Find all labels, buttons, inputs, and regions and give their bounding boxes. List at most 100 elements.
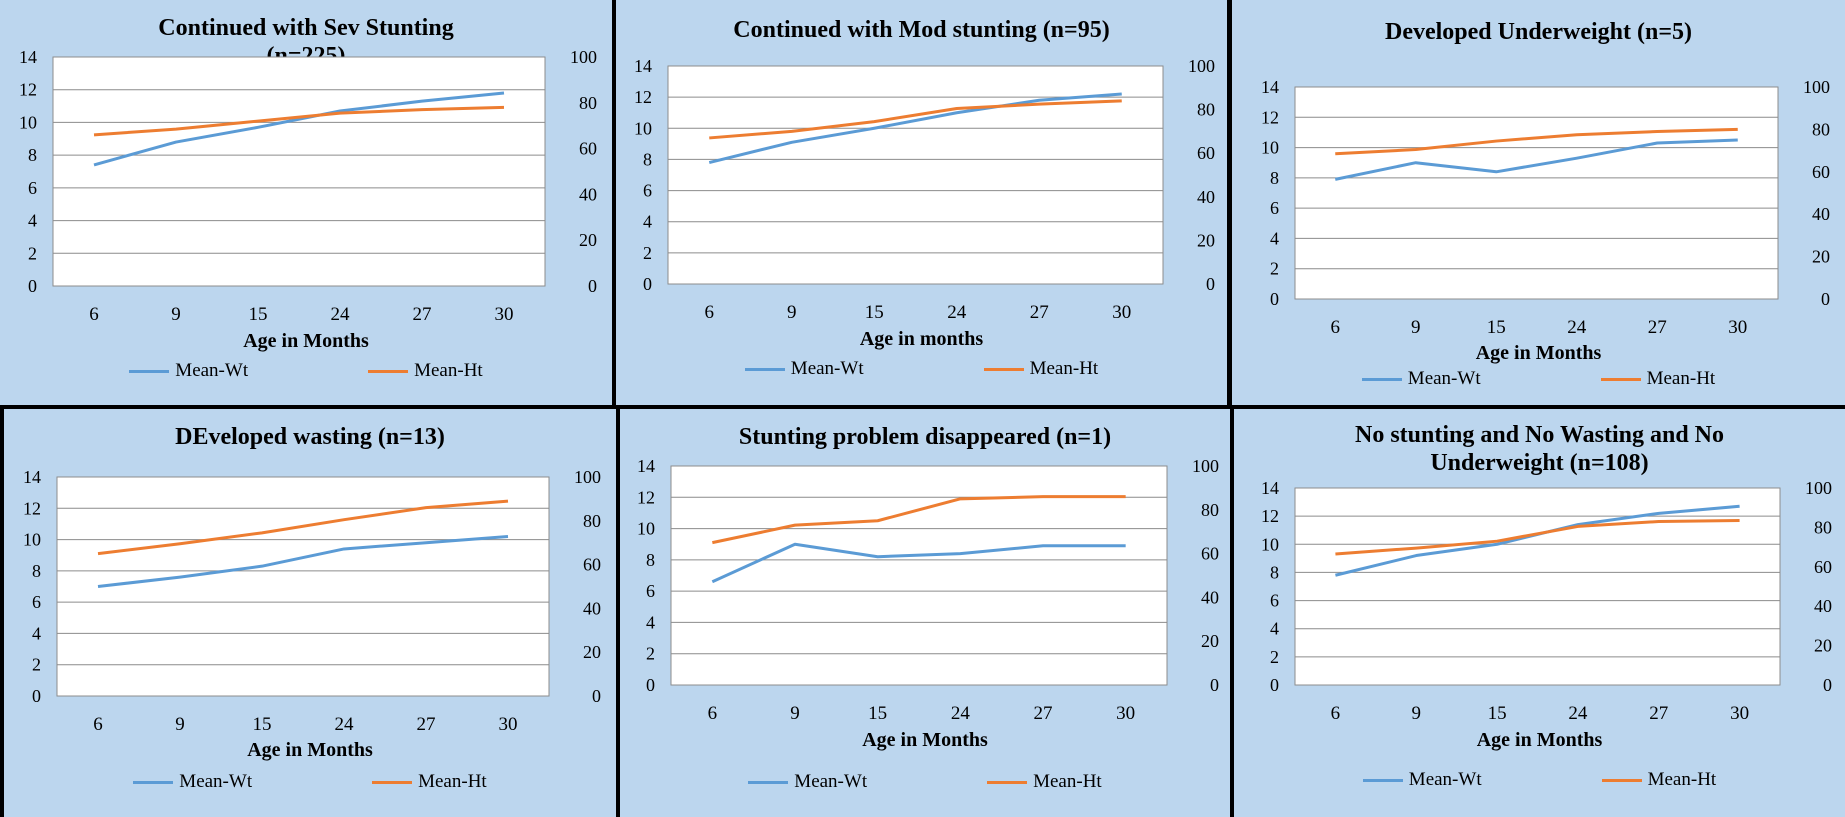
x-tick-label: 15: [868, 703, 887, 724]
y-left-tick-label: 0: [646, 675, 655, 695]
y-left-tick-label: 6: [646, 581, 655, 601]
y-right-tick-label: 60: [1812, 162, 1830, 182]
y-right-tick-label: 80: [1812, 119, 1830, 139]
x-tick-label: 27: [413, 304, 432, 325]
chart-panel-4: DEveloped wasting (n=13) 0 2 4 6 8 10 12 14 0 20 40…: [4, 409, 616, 817]
y-right-tick-label: 80: [579, 93, 597, 113]
x-tick-label: 15: [253, 714, 272, 735]
y-right-tick-label: 60: [579, 139, 597, 159]
x-tick-label: 24: [947, 302, 967, 323]
series-line-mean-ht: [93, 105, 505, 137]
x-tick-label: 30: [1728, 317, 1747, 338]
legend-swatch: [372, 780, 413, 784]
legend-item: Mean-Ht: [372, 771, 487, 793]
y-left-tick-label: 14: [637, 456, 655, 476]
legend: Mean-Wt Mean-Ht: [620, 771, 1230, 793]
y-left-tick-label: 12: [1261, 506, 1279, 526]
legend-label: Mean-Ht: [414, 360, 483, 381]
legend-swatch: [368, 369, 409, 373]
legend-item: Mean-Ht: [987, 771, 1102, 793]
x-tick-label: 9: [790, 703, 800, 724]
y-left-tick-label: 8: [32, 561, 41, 581]
y-left-tick-label: 12: [23, 498, 41, 518]
series-line-mean-ht: [709, 99, 1122, 140]
legend-swatch: [1361, 377, 1402, 381]
y-left-tick-label: 10: [19, 112, 37, 132]
y-left-tick-label: 10: [1261, 138, 1279, 158]
y-right-tick-label: 0: [1821, 289, 1830, 309]
y-right-tick-label: 0: [1206, 274, 1215, 294]
y-left-tick-label: 12: [637, 487, 655, 507]
plot-area: [1294, 86, 1779, 300]
y-left-tick-label: 6: [1270, 198, 1279, 218]
legend-label: Mean-Ht: [1646, 368, 1716, 389]
legend-label: Mean-Wt: [790, 358, 864, 379]
y-right-tick-label: 60: [1814, 557, 1832, 577]
y-left-tick-label: 6: [28, 178, 37, 198]
y-right-tick-label: 40: [579, 184, 597, 204]
x-axis-label: Age in Months: [1475, 342, 1602, 364]
plot-area: [667, 65, 1164, 285]
x-tick-label: 15: [1487, 317, 1506, 338]
y-left-tick-label: 0: [1270, 289, 1279, 309]
y-right-tick-label: 20: [1201, 631, 1219, 651]
x-tick-label: 30: [1112, 302, 1131, 323]
y-right-tick-label: 100: [574, 467, 601, 487]
y-left-tick-label: 0: [32, 686, 41, 706]
legend-item: Mean-Wt: [129, 360, 248, 382]
y-left-tick-label: 4: [32, 623, 41, 643]
x-tick-label: 9: [171, 304, 181, 325]
legend: Mean-Wt Mean-Ht: [616, 358, 1227, 380]
x-tick-label: 24: [331, 304, 351, 325]
y-right-tick-label: 0: [588, 276, 597, 296]
x-tick-label: 27: [1648, 317, 1667, 338]
legend-swatch: [983, 367, 1024, 371]
y-left-tick-label: 8: [643, 149, 652, 169]
legend-swatch: [1362, 778, 1403, 782]
y-right-tick-label: 40: [1814, 596, 1832, 616]
x-axis-label: Age in Months: [243, 330, 369, 352]
y-right-tick-label: 40: [1197, 187, 1215, 207]
y-left-tick-label: 4: [28, 211, 37, 231]
y-right-tick-label: 20: [1197, 230, 1215, 250]
y-left-tick-label: 14: [1261, 478, 1279, 498]
legend-swatch: [133, 780, 174, 784]
legend-label: Mean-Wt: [794, 771, 868, 792]
x-tick-label: 6: [93, 714, 103, 735]
legend-item: Mean-Ht: [1601, 769, 1716, 791]
chart-panel-5: Stunting problem disappeared (n=1) 0 2 4 6 8 1…: [620, 409, 1230, 817]
series-line-mean-ht: [97, 499, 509, 556]
chart-title: Continued with Mod stunting (n=95): [733, 17, 1110, 43]
legend-label: Mean-Ht: [1029, 358, 1099, 379]
x-tick-label: 15: [1488, 703, 1507, 724]
legend-item: Mean-Wt: [133, 771, 252, 793]
legend-item: Mean-Ht: [368, 360, 483, 382]
y-right-tick-label: 0: [1823, 675, 1832, 695]
y-left-tick-label: 0: [643, 274, 652, 294]
legend: Mean-Wt Mean-Ht: [1232, 368, 1845, 390]
legend-swatch: [1600, 377, 1641, 381]
y-left-tick-label: 12: [19, 80, 37, 100]
chart-panel-1: Continued with Sev Stunting (n=225) 0 2 4 6 8…: [0, 0, 612, 405]
y-left-tick-label: 4: [1270, 619, 1279, 639]
y-left-tick-label: 8: [28, 145, 37, 165]
x-tick-label: 27: [1034, 703, 1053, 724]
series-line-mean-wt: [97, 534, 509, 588]
x-tick-label: 6: [89, 304, 99, 325]
series-line-mean-wt: [1334, 138, 1738, 181]
x-axis-label: Age in months: [859, 328, 984, 350]
y-left-tick-label: 10: [637, 519, 655, 539]
x-axis-label: Age in Months: [1476, 729, 1603, 751]
legend-swatch: [1601, 778, 1642, 782]
y-left-tick-label: 6: [1270, 591, 1279, 611]
y-left-tick-label: 14: [634, 56, 652, 76]
y-right-tick-label: 20: [583, 642, 601, 662]
x-tick-label: 24: [1568, 703, 1588, 724]
y-left-tick-label: 10: [23, 530, 41, 550]
y-left-tick-label: 8: [646, 550, 655, 570]
x-tick-label: 27: [417, 714, 436, 735]
chart-panel-6: No stunting and No Wasting and No Underw…: [1234, 409, 1845, 817]
